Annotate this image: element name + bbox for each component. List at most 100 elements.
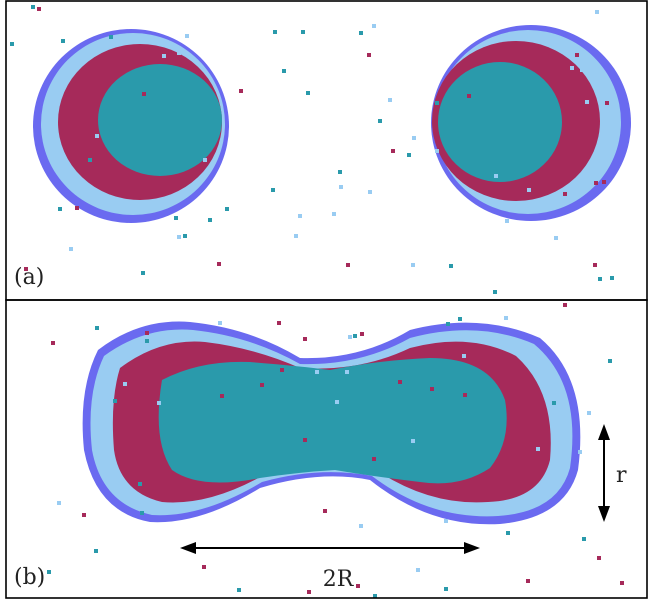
scatter-pixel — [220, 394, 224, 398]
scatter-pixel — [585, 100, 589, 104]
droplet-core — [158, 358, 507, 484]
scatter-pixel — [467, 94, 471, 98]
scatter-pixel — [412, 136, 416, 140]
scatter-pixel — [536, 447, 540, 451]
scatter-pixel — [270, 400, 274, 404]
scatter-pixel — [587, 411, 591, 415]
scatter-pixel — [95, 326, 99, 330]
scatter-pixel — [554, 236, 558, 240]
scatter-pixel — [367, 471, 371, 475]
separation-label: 2R — [323, 567, 355, 592]
scatter-pixel — [597, 556, 601, 560]
scatter-pixel — [446, 322, 450, 326]
scatter-pixel — [303, 337, 307, 341]
scatter-pixel — [462, 354, 466, 358]
scatter-pixel — [580, 68, 584, 72]
scatter-pixel — [478, 93, 482, 97]
scatter-pixel — [552, 401, 556, 405]
scatter-pixel — [598, 277, 602, 281]
scatter-pixel — [444, 519, 448, 523]
scatter-pixel — [237, 588, 241, 592]
scatter-pixel — [356, 584, 360, 588]
scatter-pixel — [346, 263, 350, 267]
scatter-pixel — [345, 370, 349, 374]
scatter-pixel — [506, 531, 510, 535]
scatter-pixel — [494, 174, 498, 178]
scatter-pixel — [373, 594, 377, 598]
scatter-pixel — [94, 549, 98, 553]
scatter-pixel — [102, 102, 106, 106]
scatter-pixel — [162, 54, 166, 58]
scatter-pixel — [294, 234, 298, 238]
scatter-pixel — [58, 207, 62, 211]
scatter-pixel — [444, 587, 448, 591]
scatter-pixel — [138, 482, 142, 486]
scatter-pixel — [458, 317, 462, 321]
scatter-pixel — [605, 101, 609, 105]
scatter-pixel — [372, 457, 376, 461]
scatter-pixel — [109, 35, 113, 39]
scatter-pixel — [411, 263, 415, 267]
scatter-pixel — [338, 170, 342, 174]
scatter-pixel — [378, 119, 382, 123]
scatter-pixel — [353, 334, 357, 338]
scatter-pixel — [37, 7, 41, 11]
scatter-pixel — [449, 264, 453, 268]
scatter-pixel — [602, 180, 606, 184]
scatter-pixel — [593, 263, 597, 267]
scatter-pixel — [582, 537, 586, 541]
scatter-pixel — [332, 212, 336, 216]
scatter-pixel — [145, 339, 149, 343]
scatter-pixel — [570, 66, 574, 70]
scatter-pixel — [339, 185, 343, 189]
scatter-pixel — [383, 415, 387, 419]
scatter-pixel — [527, 188, 531, 192]
panel-a — [10, 5, 631, 294]
scatter-pixel — [280, 368, 284, 372]
panel-b-label: (b) — [14, 565, 45, 590]
scatter-pixel — [277, 321, 281, 325]
separation-arrow — [180, 542, 480, 554]
scatter-pixel — [143, 481, 147, 485]
scatter-pixel — [608, 359, 612, 363]
scatter-pixel — [578, 450, 582, 454]
scatter-pixel — [517, 467, 521, 471]
scatter-pixel — [427, 395, 431, 399]
scatter-pixel — [505, 494, 509, 498]
scatter-pixel — [315, 370, 319, 374]
scatter-pixel — [88, 158, 92, 162]
scatter-pixel — [10, 42, 14, 46]
merged-droplet — [82, 321, 581, 525]
radius-arrow — [598, 424, 610, 522]
scatter-pixel — [594, 181, 598, 185]
scatter-pixel — [47, 570, 51, 574]
scatter-pixel — [182, 386, 186, 390]
scatter-pixel — [123, 382, 127, 386]
right-droplet — [431, 25, 631, 221]
scatter-pixel — [306, 91, 310, 95]
scatter-pixel — [368, 190, 372, 194]
scatter-pixel — [31, 5, 35, 9]
scatter-pixel — [391, 149, 395, 153]
scatter-pixel — [217, 262, 221, 266]
scatter-pixel — [208, 218, 212, 222]
scatter-pixel — [359, 524, 363, 528]
panel-b — [47, 303, 624, 598]
scatter-pixel — [183, 234, 187, 238]
panel-a-label: (a) — [14, 265, 44, 290]
scatter-pixel — [323, 509, 327, 513]
scatter-pixel — [61, 39, 65, 43]
scatter-pixel — [140, 511, 144, 515]
scatter-pixel — [595, 10, 599, 14]
scatter-pixel — [177, 235, 181, 239]
scatter-pixel — [271, 188, 275, 192]
scatter-pixel — [372, 24, 376, 28]
scatter-pixel — [416, 568, 420, 572]
scatter-pixel — [203, 158, 207, 162]
scatter-pixel — [430, 387, 434, 391]
scatter-pixel — [260, 383, 264, 387]
scatter-pixel — [141, 271, 145, 275]
scatter-pixel — [411, 439, 415, 443]
scatter-pixel — [610, 276, 614, 280]
